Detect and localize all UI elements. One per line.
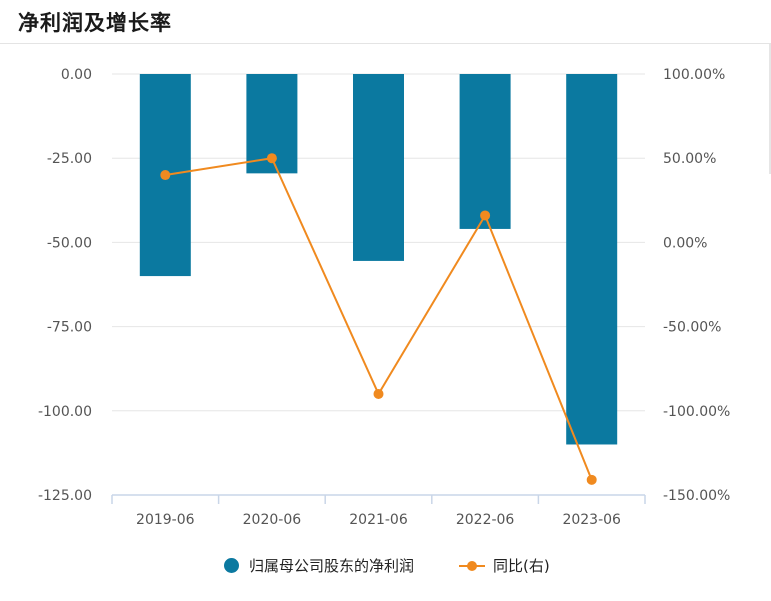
legend-label-net-profit: 归属母公司股东的净利润 (249, 557, 415, 575)
y-left-tick-label: -100.00 (38, 404, 92, 420)
line-point (373, 388, 384, 399)
legend-item-net-profit[interactable]: 归属母公司股东的净利润 (224, 555, 414, 576)
y-right-tick-label: -150.00% (663, 488, 730, 504)
line-point (160, 170, 171, 181)
x-tick-label: 2020-06 (243, 512, 302, 528)
x-tick-label: 2019-06 (136, 512, 195, 528)
line-point (480, 210, 491, 221)
legend-item-yoy[interactable]: 同比(右) (459, 555, 550, 576)
bar-series (139, 74, 618, 445)
y-left-tick-label: 0.00 (61, 67, 92, 83)
y-left-tick-label: -50.00 (47, 235, 92, 251)
bar (566, 74, 618, 445)
y-right-tick-label: 0.00% (663, 235, 707, 251)
panel-edge (769, 44, 771, 174)
x-tick-label: 2021-06 (349, 512, 408, 528)
y-left-tick-label: -75.00 (47, 320, 92, 336)
bar (353, 74, 404, 261)
y-right-tick-label: 50.00% (663, 151, 716, 167)
legend-line-swatch-icon (459, 558, 485, 573)
chart-title: 净利润及增长率 (18, 11, 172, 35)
legend-label-yoy: 同比(右) (493, 557, 550, 575)
bar (459, 74, 511, 229)
y-left-tick-label: -125.00 (38, 488, 92, 504)
line-series (160, 153, 597, 485)
axes (111, 494, 646, 504)
tick-labels: 0.00 -25.00 -50.00 -75.00 -100.00 -125.00 100.… (38, 67, 730, 528)
line-point (266, 153, 277, 164)
line-point (586, 474, 597, 485)
chart-area: 0.00 -25.00 -50.00 -75.00 -100.00 -125.00 100.… (38, 67, 730, 528)
x-tick-label: 2022-06 (456, 512, 515, 528)
legend: 归属母公司股东的净利润 同比(右) (0, 555, 771, 581)
y-right-tick-label: -100.00% (663, 404, 730, 420)
legend-bar-swatch-icon (224, 558, 239, 573)
x-tick-label: 2023-06 (562, 512, 621, 528)
y-right-tick-label: 100.00% (663, 67, 725, 83)
chart-header: 净利润及增长率 (0, 0, 771, 44)
y-left-tick-label: -25.00 (47, 151, 92, 167)
y-right-tick-label: -50.00% (663, 320, 721, 336)
